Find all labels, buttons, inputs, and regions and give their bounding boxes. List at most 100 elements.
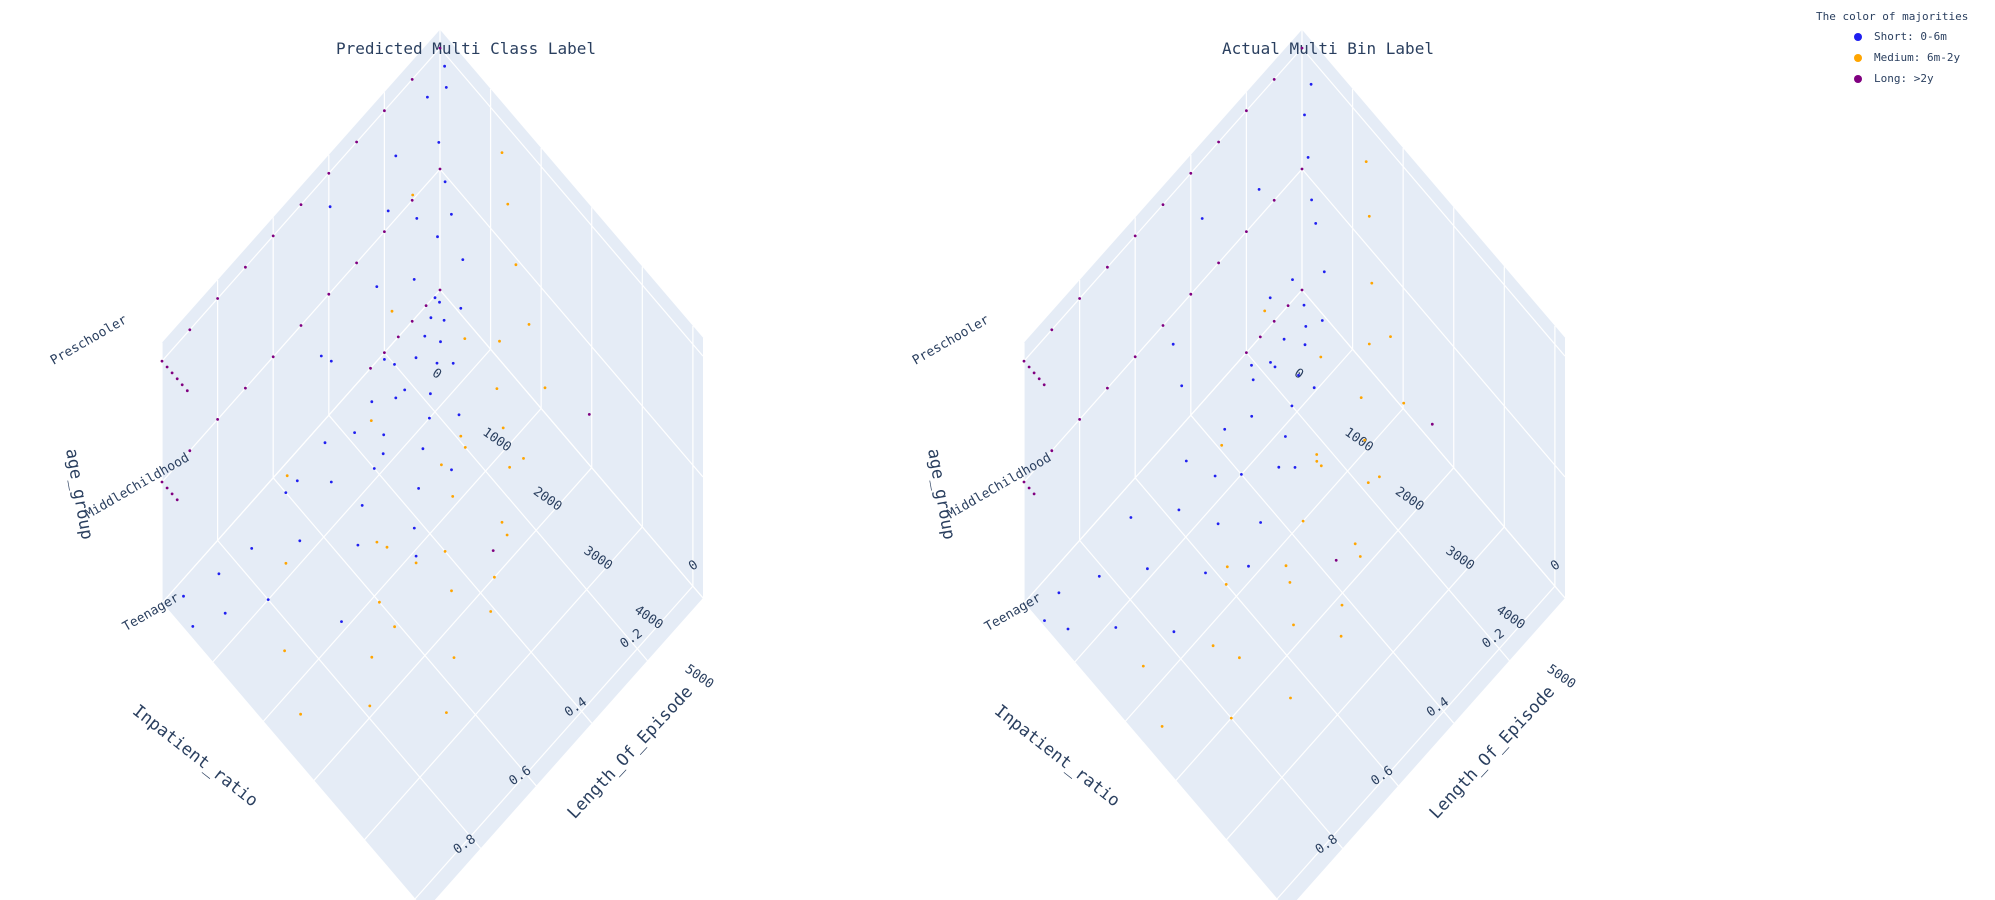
back-wall-y — [1302, 29, 1565, 599]
data-point — [1367, 342, 1371, 346]
legend-marker-long — [1854, 74, 1862, 83]
data-point — [298, 539, 302, 543]
data-point — [1303, 343, 1307, 347]
grid-floor-y — [1225, 526, 1505, 841]
data-point — [375, 540, 379, 544]
grid-level-y — [439, 47, 704, 357]
grid-level-y — [1301, 168, 1566, 478]
grid-level-y — [439, 168, 704, 478]
data-point — [1363, 438, 1367, 442]
data-point — [493, 575, 496, 579]
data-point — [1217, 261, 1220, 265]
series-short-0-6m — [1043, 82, 1326, 634]
data-point — [383, 109, 386, 113]
data-point — [500, 520, 504, 524]
data-point — [1402, 401, 1406, 405]
data-point — [1250, 414, 1254, 418]
data-point — [459, 306, 463, 310]
data-point — [355, 140, 358, 144]
data-point — [412, 526, 416, 530]
data-point — [1106, 386, 1109, 390]
scene-2: Actual Multi Bin Label00.20.40.60.810100… — [910, 29, 1578, 900]
data-point — [327, 292, 331, 296]
data-point — [216, 418, 220, 421]
data-point — [463, 337, 467, 340]
series-short-0-6m — [182, 64, 465, 628]
data-point — [1146, 567, 1149, 571]
data-point — [1250, 363, 1253, 367]
grid-floor-x — [161, 602, 417, 900]
data-point — [1224, 583, 1228, 586]
data-point — [369, 366, 372, 370]
legend-item-medium[interactable]: Medium: 6m-2y — [1816, 47, 1981, 68]
legend-label-long: Long: >2y — [1874, 72, 1934, 85]
data-point — [382, 433, 386, 437]
data-point — [438, 46, 442, 50]
data-point — [1277, 465, 1281, 469]
data-point — [1027, 486, 1031, 490]
data-point — [414, 554, 418, 558]
data-point — [442, 318, 446, 322]
legend: The color of majorities Short: 0-6m Medi… — [1816, 10, 1981, 89]
data-point — [217, 572, 221, 576]
data-point — [423, 334, 427, 338]
scene-floor — [161, 29, 704, 900]
data-point — [1257, 188, 1261, 191]
x-axis-title: Inpatient_ratio — [128, 701, 261, 811]
grid-floor-x — [1134, 477, 1399, 787]
grid-floor-y — [1276, 585, 1556, 900]
data-point — [1430, 422, 1434, 426]
legend-item-short[interactable]: Short: 0-6m — [1816, 26, 1981, 47]
data-point — [299, 712, 302, 716]
data-point — [1245, 230, 1248, 234]
data-point — [1141, 664, 1145, 668]
data-point — [1306, 156, 1310, 159]
data-point — [1161, 324, 1165, 327]
data-point — [1303, 113, 1306, 117]
data-point — [1133, 234, 1137, 238]
data-point — [1217, 140, 1220, 144]
data-point — [1189, 292, 1193, 296]
data-point — [1263, 309, 1267, 313]
data-point — [1097, 574, 1101, 578]
data-point — [410, 78, 414, 81]
data-point — [415, 217, 419, 220]
data-point — [319, 354, 323, 358]
data-point — [543, 386, 547, 390]
data-point — [353, 431, 356, 434]
data-point — [1247, 564, 1250, 568]
grid-floor-x — [328, 414, 593, 724]
data-point — [410, 319, 414, 323]
data-point — [185, 389, 189, 393]
data-point — [438, 167, 442, 171]
data-point — [1037, 377, 1041, 381]
data-point — [1050, 328, 1054, 332]
data-point — [250, 547, 254, 550]
data-point — [266, 598, 270, 601]
data-point — [375, 285, 379, 288]
data-point — [440, 463, 443, 467]
data-point — [1272, 319, 1276, 323]
data-point — [1364, 160, 1368, 164]
data-point — [244, 265, 247, 269]
data-point — [370, 655, 374, 659]
data-point — [360, 504, 364, 507]
grid-floor-x — [1079, 540, 1344, 849]
legend-title: The color of majorities — [1816, 10, 1969, 23]
data-point — [500, 151, 504, 155]
data-point — [414, 356, 418, 360]
legend-item-long[interactable]: Long: >2y — [1816, 68, 1981, 89]
data-point — [396, 335, 400, 339]
data-point — [1272, 198, 1276, 202]
z-tick-preschooler: Preschooler — [910, 312, 992, 368]
data-point — [1370, 281, 1374, 285]
data-point — [355, 261, 358, 265]
data-point — [188, 328, 192, 332]
data-point — [1211, 644, 1215, 648]
data-point — [1315, 453, 1319, 456]
data-point — [1297, 373, 1300, 377]
floor-plane — [162, 290, 703, 900]
data-point — [1129, 516, 1133, 519]
data-point — [1334, 558, 1338, 562]
